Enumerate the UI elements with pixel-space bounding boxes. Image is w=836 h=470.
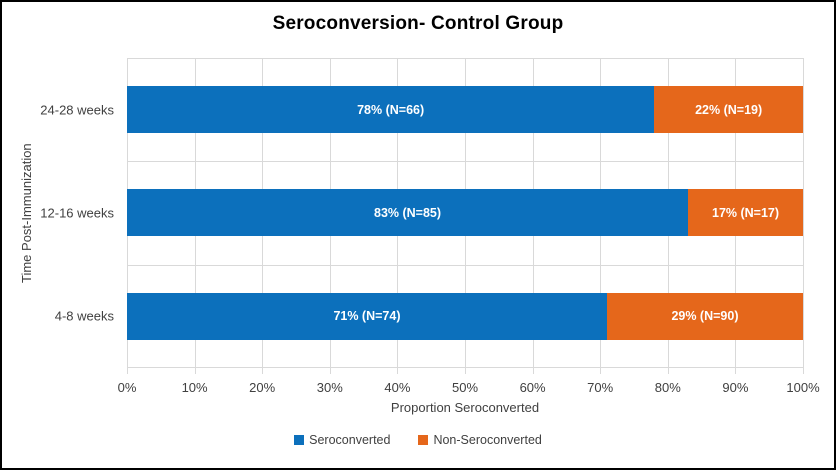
- x-axis-tick-label: 100%: [786, 380, 820, 395]
- bar-segment-non-seroconverted[interactable]: 17% (N=17): [688, 189, 803, 237]
- stacked-bar: 78% (N=66) 22% (N=19): [127, 86, 803, 134]
- legend-swatch: [418, 435, 429, 445]
- bar-row: 71% (N=74) 29% (N=90): [127, 265, 803, 368]
- stacked-bar: 71% (N=74) 29% (N=90): [127, 292, 803, 340]
- bar-row: 78% (N=66) 22% (N=19): [127, 58, 803, 161]
- y-axis-label: 4-8 weeks: [54, 308, 114, 324]
- bar-segment-non-seroconverted[interactable]: 29% (N=90): [606, 292, 803, 340]
- y-axis-label: 24-28 weeks: [40, 102, 114, 118]
- legend-label: Non-Seroconverted: [433, 433, 542, 447]
- bar-segment-seroconverted[interactable]: 83% (N=85): [127, 189, 689, 237]
- bar-segment-seroconverted[interactable]: 71% (N=74): [127, 292, 607, 340]
- y-axis-label: 12-16 weeks: [40, 205, 114, 221]
- x-axis-tick-label: 0%: [117, 380, 137, 395]
- x-axis-tick-label: 90%: [722, 380, 749, 395]
- legend-item[interactable]: Seroconverted: [294, 433, 390, 447]
- x-axis-tick-label: 60%: [519, 380, 546, 395]
- bar-segment-non-seroconverted[interactable]: 22% (N=19): [654, 86, 803, 134]
- gridline-horizontal: [127, 264, 803, 266]
- gridline-vertical: [803, 58, 804, 374]
- bar-label: 83% (N=85): [374, 205, 442, 220]
- x-axis-title: Proportion Seroconverted: [390, 400, 540, 415]
- x-axis-ticks: 0% 10% 20% 30% 40% 50% 60% 70% 80% 90% 100%: [118, 380, 820, 396]
- x-axis-tick-label: 10%: [181, 380, 208, 395]
- gridline-horizontal: [127, 161, 803, 163]
- gridline-horizontal: [127, 58, 803, 59]
- bar-segment-seroconverted[interactable]: 78% (N=66): [127, 86, 655, 134]
- bar-label: 17% (N=17): [712, 205, 780, 220]
- x-axis-tick-label: 50%: [451, 380, 479, 395]
- bar-label: 71% (N=74): [333, 309, 401, 324]
- gridline-horizontal: [127, 367, 803, 368]
- x-axis-tick-label: 70%: [587, 380, 614, 395]
- legend-item[interactable]: Non-Seroconverted: [418, 433, 542, 447]
- legend-label: Seroconverted: [309, 433, 391, 447]
- x-axis-tick-label: 30%: [316, 380, 343, 395]
- y-axis-labels: 24-28 weeks 12-16 weeks 4-8 weeks: [2, 58, 120, 368]
- legend-swatch: [294, 435, 305, 445]
- x-axis-tick-label: 40%: [384, 380, 411, 395]
- bar-row: 83% (N=85) 17% (N=17): [127, 161, 803, 264]
- plot-area: 78% (N=66) 22% (N=19) 83% (N=85) 17% (N=17)…: [127, 58, 804, 374]
- bar-label: 78% (N=66): [357, 102, 425, 117]
- x-axis-tick-label: 20%: [249, 380, 276, 395]
- x-axis-tick-label: 80%: [654, 380, 681, 395]
- bar-label: 22% (N=19): [695, 102, 763, 117]
- chart-title: Seroconversion- Control Group: [272, 13, 564, 34]
- legend: Seroconverted Non-Seroconverted: [2, 433, 834, 447]
- stacked-bar: 83% (N=85) 17% (N=17): [127, 189, 803, 237]
- bar-label: 29% (N=90): [671, 309, 739, 324]
- bars: 78% (N=66) 22% (N=19) 83% (N=85) 17% (N=17)…: [127, 58, 803, 368]
